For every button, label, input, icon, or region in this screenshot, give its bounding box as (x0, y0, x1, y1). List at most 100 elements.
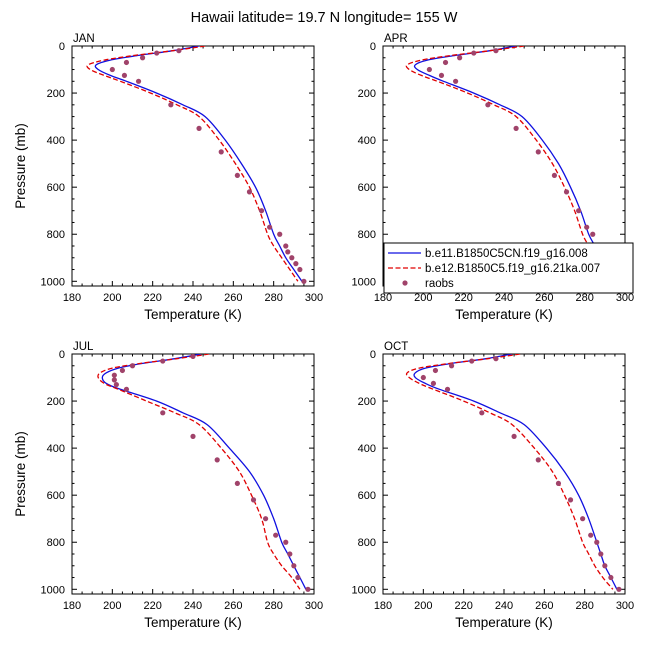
x-tick-label: 200 (103, 600, 121, 612)
raobs-point (129, 363, 136, 369)
raobs-point (277, 231, 283, 237)
series-raobs (109, 48, 307, 284)
raobs-point (608, 574, 614, 581)
raobs-point (176, 48, 182, 54)
y-tick-label: 400 (47, 443, 65, 455)
raobs-point (160, 410, 166, 416)
x-tick-label: 220 (454, 292, 472, 304)
raobs-point (493, 356, 499, 362)
raobs-point (135, 78, 142, 84)
y-tick-label: 1000 (41, 276, 65, 288)
x-tick-label: 260 (535, 600, 553, 612)
y-tick-label: 800 (47, 229, 65, 241)
y-tick-label: 200 (358, 396, 376, 408)
raobs-point (420, 374, 426, 381)
series-b-e11-line (413, 354, 618, 590)
x-tick-label: 260 (535, 292, 553, 304)
raobs-point (471, 50, 477, 56)
y-tick-label: 1000 (352, 584, 376, 596)
raobs-point (258, 208, 265, 214)
raobs-point (511, 433, 517, 439)
legend-box (383, 242, 634, 294)
x-tick-label: 240 (184, 600, 202, 612)
y-tick-label: 0 (59, 41, 65, 53)
y-axis-title: Pressure (mb) (13, 431, 28, 517)
raobs-point (602, 563, 608, 569)
raobs-point (154, 50, 160, 56)
raobs-point (535, 149, 541, 155)
x-tick-label: 300 (616, 600, 634, 612)
raobs-point (267, 224, 273, 230)
raobs-point (234, 172, 240, 179)
raobs-point (584, 224, 590, 230)
panel-label: JAN (73, 33, 95, 45)
raobs-point (430, 380, 437, 387)
raobs-point (457, 55, 463, 61)
raobs-point (291, 563, 297, 569)
panel-label: OCT (384, 341, 408, 353)
plot-frame (71, 45, 315, 287)
panel-oct: 180 200 220 240 260 280 300 0 200 400 600 800 1000 Te… (352, 341, 635, 630)
raobs-point (293, 261, 299, 267)
x-tick-label: 180 (374, 292, 392, 304)
series-b-e12-line (86, 46, 299, 282)
raobs-point (160, 358, 166, 364)
x-tick-label: 200 (414, 600, 432, 612)
x-tick-label: 220 (143, 292, 161, 304)
legend-marker-raobs (402, 280, 408, 286)
raobs-point (598, 551, 604, 557)
raobs-point (113, 381, 119, 388)
y-tick-label: 600 (358, 182, 376, 194)
raobs-point (190, 433, 196, 439)
panel-apr: 180 200 220 240 260 280 300 0 200 400 600 800 1000 Te… (352, 33, 635, 322)
raobs-point (438, 72, 445, 79)
raobs-point (190, 354, 196, 359)
raobs-point (567, 497, 574, 503)
raobs-point (283, 539, 289, 545)
raobs-point (287, 551, 293, 557)
x-axis-title: Temperature (K) (144, 307, 242, 322)
raobs-point (111, 372, 117, 378)
x-tick-label: 300 (616, 292, 634, 304)
raobs-point (263, 516, 269, 522)
y-tick-label: 800 (47, 537, 65, 549)
raobs-point (444, 386, 451, 392)
x-axis-title: Temperature (K) (144, 615, 242, 630)
y-tick-label: 800 (358, 229, 376, 241)
raobs-point (469, 358, 475, 364)
x-tick-label: 180 (63, 292, 81, 304)
raobs-point (551, 172, 558, 179)
y-tick-label: 0 (370, 41, 376, 53)
x-tick-label: 260 (224, 600, 242, 612)
panel-jan: 180 200 220 240 260 280 300 0 200 400 600 800 1000 Te… (13, 33, 323, 322)
series-b-e11-line (101, 354, 307, 590)
raobs-point (448, 363, 455, 369)
y-tick-label: 200 (47, 396, 65, 408)
x-tick-label: 240 (495, 292, 513, 304)
raobs-point (218, 149, 224, 155)
raobs-point (301, 278, 307, 284)
raobs-point (576, 208, 582, 214)
x-axis-title: Temperature (K) (455, 307, 553, 322)
y-tick-label: 200 (358, 88, 376, 100)
raobs-point (111, 377, 117, 383)
raobs-point (513, 125, 519, 131)
y-tick-label: 600 (358, 490, 376, 502)
panel-label: APR (384, 33, 408, 45)
y-tick-label: 800 (358, 537, 376, 549)
series-b-e12-line (405, 354, 614, 590)
x-tick-label: 280 (575, 600, 593, 612)
raobs-point (555, 480, 562, 487)
raobs-point (196, 125, 202, 131)
raobs-point (123, 386, 130, 392)
raobs-point (297, 266, 303, 273)
y-tick-label: 200 (47, 88, 65, 100)
raobs-point (580, 516, 586, 522)
x-tick-label: 260 (224, 292, 242, 304)
x-tick-label: 220 (143, 600, 161, 612)
raobs-point (119, 367, 126, 374)
raobs-point (588, 532, 594, 538)
y-tick-label: 1000 (41, 584, 65, 596)
raobs-point (214, 457, 220, 463)
